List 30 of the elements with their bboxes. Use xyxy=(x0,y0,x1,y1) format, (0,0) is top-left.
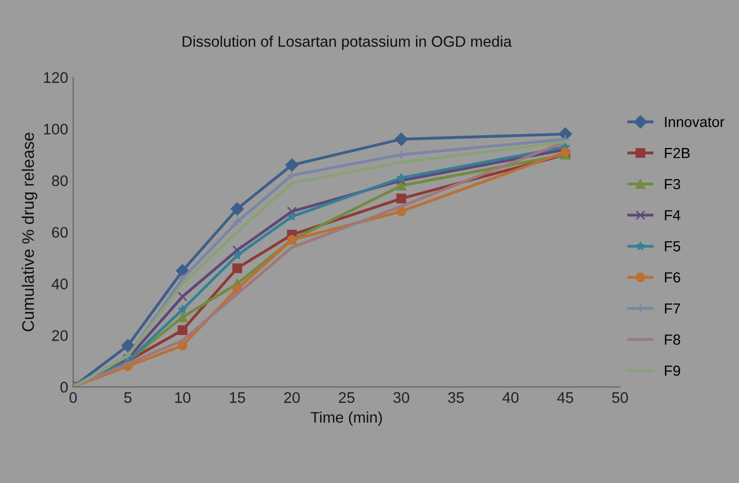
x-tick-label: 35 xyxy=(448,392,464,403)
x-tick-label: 30 xyxy=(393,392,410,403)
y-axis-title: Cumulative % drug release xyxy=(22,132,38,332)
legend-label: F8 xyxy=(664,334,680,345)
y-tick-label: 20 xyxy=(52,330,68,341)
legend-label: F5 xyxy=(664,241,680,252)
x-tick-label: 40 xyxy=(502,392,519,403)
x-tick-label: 50 xyxy=(612,392,628,403)
x-axis-title: Time (min) xyxy=(310,412,382,426)
y-tick-label: 60 xyxy=(52,226,68,238)
y-tick-label: 120 xyxy=(44,72,68,83)
chart-title: Dissolution of Losartan potassium in OGD media xyxy=(182,36,512,50)
legend-label: F2B xyxy=(664,148,690,158)
y-tick-label: 0 xyxy=(60,382,68,393)
legend-label: F4 xyxy=(664,210,680,220)
x-tick-label: 20 xyxy=(284,392,300,403)
y-tick-label: 100 xyxy=(44,124,68,135)
x-tick-label: 15 xyxy=(230,392,246,403)
legend-label: F3 xyxy=(664,178,680,190)
y-tick-label: 40 xyxy=(52,278,68,290)
x-tick-label: 5 xyxy=(124,392,132,403)
legend-label: Innovator xyxy=(665,116,724,128)
legend-label: F6 xyxy=(664,272,680,283)
y-tick-label: 80 xyxy=(52,175,68,186)
x-tick-label: 0 xyxy=(70,392,77,403)
legend-label: F9 xyxy=(664,366,680,376)
legend-label: F7 xyxy=(664,303,680,314)
x-tick-label: 45 xyxy=(557,392,574,403)
x-tick-label: 25 xyxy=(338,392,354,403)
x-tick-label: 10 xyxy=(175,392,190,403)
